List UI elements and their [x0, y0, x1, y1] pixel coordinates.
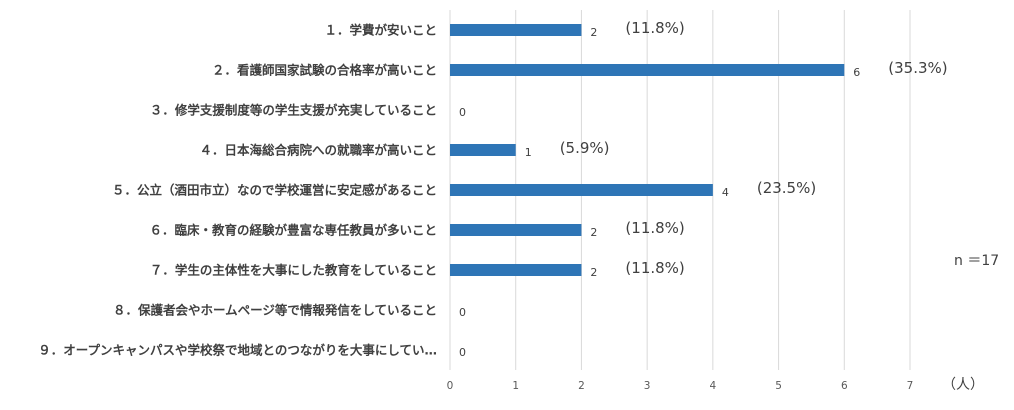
category-label: ４．日本海総合病院への就職率が高いこと [199, 143, 437, 158]
category-label: ８．保護者会やホームページ等で情報発信をしていること [113, 303, 437, 318]
bar [450, 144, 516, 156]
sample-size-annotation: n ＝17 [954, 253, 999, 269]
percent-label: (11.8%) [625, 219, 684, 237]
percent-label: (35.3%) [888, 59, 947, 77]
value-label: 0 [459, 346, 466, 359]
percent-label: (5.9%) [560, 139, 610, 157]
x-unit-label: （人） [942, 377, 984, 393]
category-label: ６．臨床・教育の経験が豊富な専任教員が多いこと [149, 223, 437, 238]
x-tick-label: 4 [710, 380, 717, 392]
bar [450, 184, 713, 196]
x-tick-labels: 0 1 2 3 4 5 6 7 [447, 380, 914, 392]
percent-labels: (11.8%) (35.3%) (5.9%) (23.5%) (11.8%) (11.8%… [560, 19, 948, 277]
bars [450, 24, 845, 276]
x-tick-label: 7 [907, 380, 914, 392]
value-label: 1 [525, 146, 532, 159]
bar [450, 264, 582, 276]
bar [450, 224, 582, 236]
value-label: 4 [722, 186, 729, 199]
value-label: 2 [590, 266, 597, 279]
x-tick-label: 6 [841, 380, 848, 392]
value-label: 0 [459, 306, 466, 319]
value-labels: 2 6 0 1 4 2 2 0 0 [459, 26, 860, 359]
category-label: ３．修学支援制度等の学生支援が充実していること [150, 103, 437, 118]
value-label: 6 [853, 66, 860, 79]
value-label: 2 [590, 226, 597, 239]
x-tick-label: 3 [644, 380, 651, 392]
category-labels: １．学費が安いこと ２．看護師国家試験の合格率が高いこと ３．修学支援制度等の学生支… [38, 23, 437, 358]
category-label: ７．学生の主体性を大事にした教育をしていること [150, 263, 437, 278]
value-label: 0 [459, 106, 466, 119]
value-label: 2 [590, 26, 597, 39]
percent-label: (11.8%) [625, 259, 684, 277]
category-label: ９．オープンキャンパスや学校祭で地域とのつながりを大事にしてい… [38, 343, 437, 358]
category-label: １．学費が安いこと [324, 23, 437, 38]
bar [450, 24, 582, 36]
category-label: ５．公立（酒田市立）なので学校運営に安定感があること [112, 183, 437, 198]
x-tick-label: 5 [775, 380, 782, 392]
x-tick-label: 1 [512, 380, 519, 392]
category-label: ２．看護師国家試験の合格率が高いこと [212, 63, 437, 78]
bar [450, 64, 845, 76]
percent-label: (23.5%) [757, 179, 816, 197]
x-tick-label: 2 [578, 380, 585, 392]
percent-label: (11.8%) [625, 19, 684, 37]
x-tick-label: 0 [447, 380, 454, 392]
